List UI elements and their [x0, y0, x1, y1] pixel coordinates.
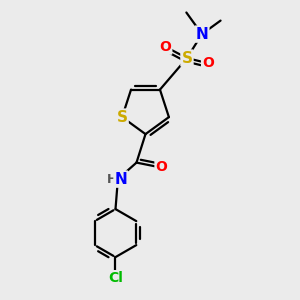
Text: O: O — [159, 40, 171, 54]
Text: S: S — [182, 51, 193, 66]
Text: N: N — [115, 172, 127, 187]
Text: O: O — [155, 160, 167, 174]
Text: S: S — [117, 110, 128, 124]
Text: Cl: Cl — [108, 271, 123, 285]
Text: N: N — [196, 27, 208, 42]
Text: O: O — [202, 56, 214, 70]
Text: H: H — [107, 172, 118, 186]
